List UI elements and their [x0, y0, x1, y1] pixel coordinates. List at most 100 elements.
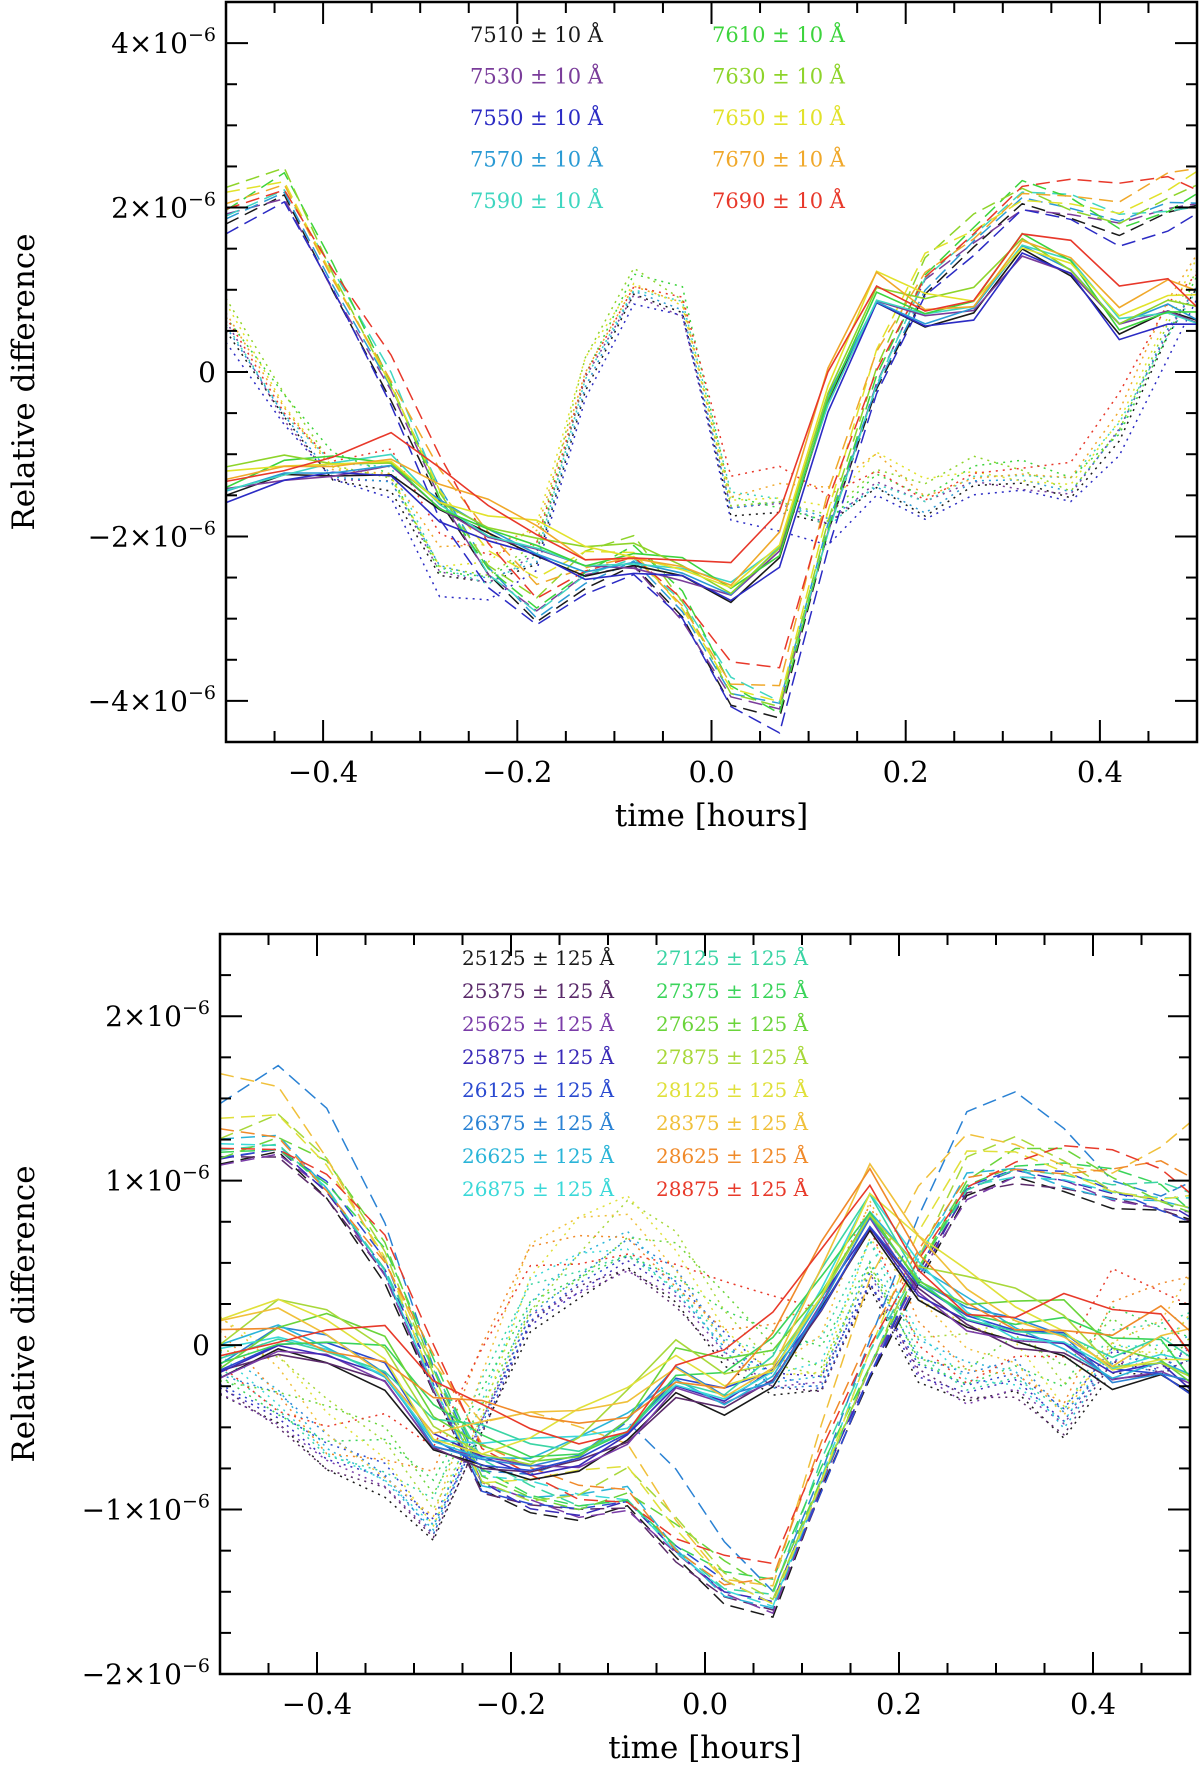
line-28125-dashed: [220, 1114, 1190, 1605]
line-28375-dotted: [220, 1198, 1190, 1518]
legend-entry-25625: 25625 ± 125 Å: [462, 1011, 615, 1036]
line-7690-dashed: [226, 175, 1197, 669]
line-7510-solid: [226, 247, 1197, 604]
legend-entry-28125: 28125 ± 125 Å: [656, 1077, 809, 1102]
x-axis-title: time [hours]: [615, 798, 808, 834]
line-7590-solid: [226, 244, 1197, 584]
line-7630-solid: [226, 237, 1197, 595]
legend-entry-26375: 26375 ± 125 Å: [462, 1110, 615, 1135]
legend-entry-7630: 7630 ± 10 Å: [712, 64, 846, 89]
legend-entry-7550: 7550 ± 10 Å: [470, 105, 604, 130]
line-7510-dotted: [226, 287, 1197, 583]
line-7530-solid: [226, 255, 1197, 596]
line-26375-dashed: [220, 1064, 1190, 1593]
line-7670-dashed: [226, 167, 1197, 687]
line-7550-dashed: [226, 200, 1197, 735]
line-26125-solid: [220, 1225, 1190, 1472]
line-28625-dotted: [220, 1202, 1190, 1473]
legend-entry-27375: 27375 ± 125 Å: [656, 978, 809, 1003]
y-tick-label: −4×10−6: [88, 682, 216, 718]
line-28625-solid: [220, 1167, 1190, 1425]
line-7570-dotted: [226, 286, 1197, 580]
line-28125-dotted: [220, 1194, 1190, 1528]
line-26875-dotted: [220, 1237, 1190, 1527]
line-7650-dashed: [226, 170, 1197, 703]
line-26625-solid: [220, 1210, 1190, 1460]
legend-entry-28875: 28875 ± 125 Å: [656, 1176, 809, 1201]
x-tick-label: −0.2: [482, 755, 552, 789]
line-28625-dashed: [220, 1128, 1190, 1586]
legend-entry-7570: 7570 ± 10 Å: [470, 147, 604, 172]
legend-entry-7590: 7590 ± 10 Å: [470, 188, 604, 213]
line-26875-dashed: [220, 1142, 1190, 1608]
line-28875-solid: [220, 1183, 1190, 1445]
chart-1: −0.4 −0.2 0.0 0.2 0.4 4×10−6 2×10−6 0 −2×10−6 −4×…: [6, 0, 1199, 834]
legend: 7510 ± 10 Å 7530 ± 10 Å 7550 ± 10 Å 7570 ± …: [470, 22, 846, 213]
line-7650-solid: [226, 246, 1197, 589]
legend-entry-7610: 7610 ± 10 Å: [712, 22, 846, 47]
legend-entry-25375: 25375 ± 125 Å: [462, 978, 615, 1003]
x-tick-label: −0.4: [288, 755, 358, 789]
line-28875-dotted: [220, 1226, 1190, 1449]
line-27125-solid: [220, 1192, 1190, 1453]
legend-entry-26875: 26875 ± 125 Å: [462, 1176, 615, 1201]
line-7570-solid: [226, 244, 1197, 596]
legend: 25125 ± 125 Å 25375 ± 125 Å 25625 ± 125 Å 2…: [462, 945, 809, 1201]
line-27375-solid: [220, 1211, 1190, 1458]
y-tick-label: 0: [192, 1329, 210, 1362]
line-26375-dotted: [220, 1238, 1190, 1536]
legend-entry-28625: 28625 ± 125 Å: [656, 1143, 809, 1168]
y-axis-title: Relative difference: [6, 233, 42, 530]
y-tick-label: −2×10−6: [82, 1655, 210, 1691]
x-tick-label: 0.4: [1070, 1687, 1116, 1721]
legend-entry-27625: 27625 ± 125 Å: [656, 1011, 809, 1036]
legend-entry-27125: 27125 ± 125 Å: [656, 945, 809, 970]
series-lines: [220, 1064, 1190, 1618]
x-tick-label: 0.2: [876, 1687, 922, 1721]
line-27625-dashed: [220, 1136, 1190, 1592]
line-7650-dotted: [226, 257, 1197, 568]
legend-entry-25875: 25875 ± 125 Å: [462, 1044, 615, 1069]
y-tick-label: 2×10−6: [111, 189, 216, 225]
legend-entry-26625: 26625 ± 125 Å: [462, 1143, 615, 1168]
legend-entry-28375: 28375 ± 125 Å: [656, 1110, 809, 1135]
line-27125-dashed: [220, 1143, 1190, 1596]
x-tick-label: −0.2: [476, 1687, 546, 1721]
y-tick-label: 4×10−6: [111, 24, 216, 60]
legend-entry-7510: 7510 ± 10 Å: [470, 22, 604, 47]
y-axis-title: Relative difference: [6, 1165, 42, 1462]
legend-entry-7650: 7650 ± 10 Å: [712, 105, 846, 130]
line-7530-dotted: [226, 285, 1197, 584]
line-7550-solid: [226, 252, 1197, 602]
y-tick-label: −1×10−6: [82, 1491, 210, 1527]
chart-2: −0.4 −0.2 0.0 0.2 0.4 2×10−6 1×10−6 0 −1×10−6 −2×…: [6, 932, 1192, 1766]
line-7530-dashed: [226, 197, 1197, 710]
line-25875-dashed: [220, 1147, 1190, 1603]
y-tick-label: −2×10−6: [88, 517, 216, 553]
x-tick-label: 0.4: [1077, 755, 1123, 789]
line-26875-solid: [220, 1191, 1190, 1445]
line-7670-dotted: [226, 253, 1197, 548]
legend-entry-7530: 7530 ± 10 Å: [470, 64, 604, 89]
line-25125-dotted: [220, 1266, 1190, 1542]
line-7610-dotted: [226, 273, 1197, 578]
y-tick-label: 0: [198, 356, 216, 389]
line-27625-solid: [220, 1213, 1190, 1463]
line-7690-solid: [226, 233, 1197, 564]
legend-entry-25125: 25125 ± 125 Å: [462, 945, 615, 970]
x-tick-label: 0.2: [883, 755, 929, 789]
legend-entry-7670: 7670 ± 10 Å: [712, 147, 846, 172]
legend-entry-26125: 26125 ± 125 Å: [462, 1077, 615, 1102]
line-27125-dotted: [220, 1238, 1190, 1500]
line-28375-dashed: [220, 1072, 1190, 1587]
line-7550-dotted: [226, 298, 1197, 601]
line-27625-dotted: [220, 1236, 1190, 1496]
line-7670-solid: [226, 239, 1197, 587]
line-28875-dashed: [220, 1144, 1190, 1565]
line-28125-solid: [220, 1192, 1190, 1455]
line-28375-solid: [220, 1162, 1190, 1435]
line-7570-dashed: [226, 191, 1197, 705]
x-axis-title: time [hours]: [608, 1730, 801, 1766]
line-26625-dashed: [220, 1134, 1190, 1609]
